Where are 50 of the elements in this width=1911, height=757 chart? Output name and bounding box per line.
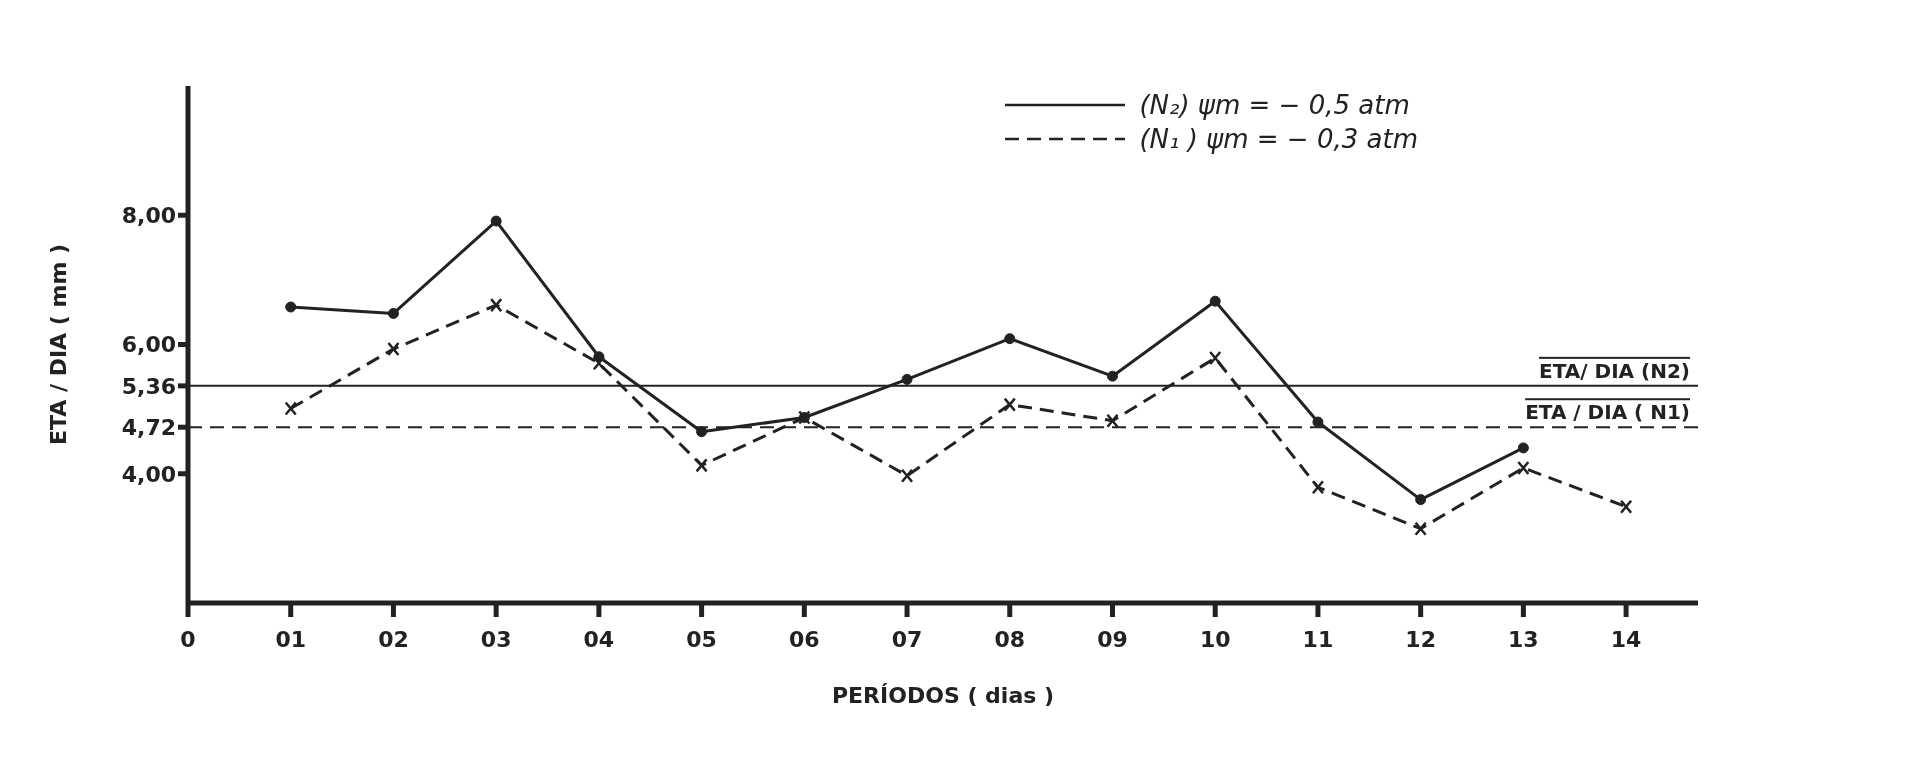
point	[387, 341, 400, 357]
point	[1106, 413, 1119, 429]
point	[592, 355, 606, 371]
x-tick-label: 0	[180, 626, 196, 652]
x-tick-label: 04	[583, 626, 615, 652]
x-tick-label: 01	[275, 626, 307, 652]
point	[695, 458, 708, 473]
point	[1106, 370, 1118, 382]
x-tick-label: 02	[378, 626, 409, 652]
y-tick-label: 5,36	[121, 373, 176, 399]
y-tick-label: 4,72	[121, 415, 176, 441]
point	[284, 401, 297, 416]
x-tick-label: 13	[1508, 626, 1539, 652]
x-tick-label: 12	[1405, 626, 1436, 652]
y-tick-label: 4,00	[121, 461, 176, 487]
ref-line-label: ETA/ DIA (N2)	[1539, 358, 1690, 383]
x-tick-label: 09	[1097, 626, 1128, 652]
point	[901, 373, 913, 385]
point	[490, 215, 502, 227]
y-tick-label: 8,00	[121, 203, 176, 229]
legend-label: (N₂) ψm = − 0,5 atm	[1139, 90, 1410, 120]
point	[1312, 416, 1324, 428]
x-tick-label: 11	[1302, 626, 1334, 652]
x-tick-label: 06	[789, 626, 820, 652]
legend-label: (N₁ ) ψm = − 0,3 atm	[1139, 124, 1418, 154]
point	[696, 426, 708, 438]
x-tick-label: 05	[686, 626, 717, 652]
point	[1414, 521, 1427, 536]
x-tick-label: 10	[1199, 626, 1231, 652]
point	[1517, 460, 1530, 476]
point	[1004, 333, 1016, 345]
x-tick-label: 03	[480, 626, 512, 652]
point	[387, 307, 399, 319]
point	[1415, 494, 1427, 506]
point	[1619, 499, 1633, 514]
point	[1517, 442, 1529, 454]
point	[900, 468, 914, 483]
y-axis-title: ETA / DIA ( mm )	[45, 243, 71, 446]
x-tick-label: 08	[994, 626, 1026, 652]
point	[1208, 350, 1222, 366]
point	[1311, 480, 1325, 495]
point	[489, 297, 503, 313]
y-tick-label: 6,00	[121, 332, 176, 358]
x-axis-title: PERÍODOS ( dias )	[831, 683, 1055, 708]
point	[1209, 295, 1221, 307]
x-tick-label: 14	[1610, 626, 1642, 652]
point	[1003, 397, 1017, 412]
ref-line-label: ETA / DIA ( N1)	[1525, 400, 1690, 425]
x-tick-label: 07	[891, 626, 923, 652]
point	[285, 301, 297, 313]
